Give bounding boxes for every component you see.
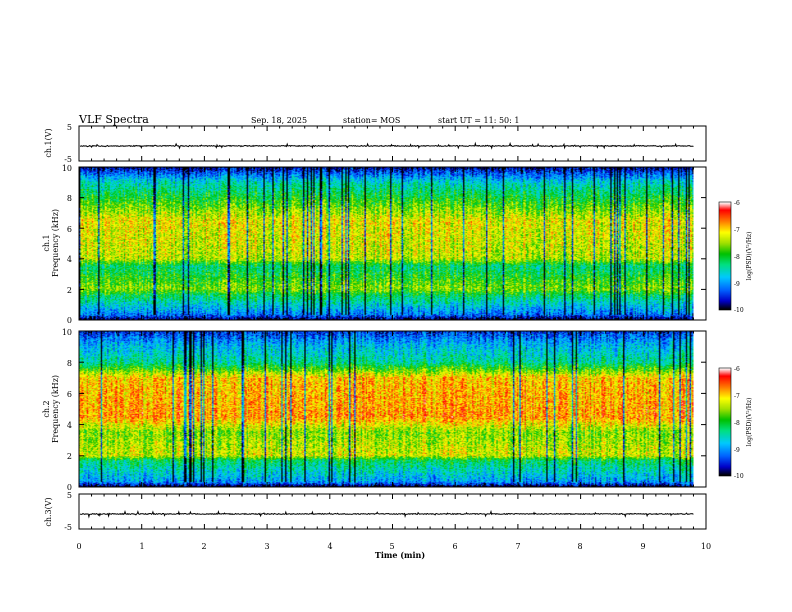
ch1-spectrogram-panel: 0 2 4 6 8 10 ch.1 Frequency (kHz) (42, 164, 707, 325)
start-time-label: start UT = 11: 50: 1 (438, 116, 519, 125)
ch2-freq-tick-10: 10 (62, 328, 72, 337)
ch2-cbar-tick-m10: -10 (734, 473, 744, 480)
ch2-spectrogram-ylabel-frequency: Frequency (kHz) (51, 375, 60, 443)
xtick-label-6: 6 (452, 542, 457, 551)
ch1-waveform-panel: 5 -5 ch.1(V) (44, 123, 707, 164)
ch1-cbar-tick-m10: -10 (734, 307, 744, 314)
ch2-colorbar-label: log(PSD)(V²/Hz) (746, 398, 753, 447)
ch1-waveform-trace (79, 141, 694, 150)
ch3-ytick-5: 5 (67, 491, 72, 500)
ch2-spectrogram-ylabel-channel: ch.2 (42, 400, 51, 417)
ch1-waveform-frame (78, 125, 707, 162)
ch2-cbar-tick-m7: -7 (734, 393, 740, 400)
date-label: Sep. 18, 2025 (251, 116, 307, 125)
ch1-colorbar: -6 -7 -8 -9 -10 log(PSD)(V²/Hz) (718, 200, 753, 314)
ch1-cbar-tick-m6: -6 (734, 200, 740, 207)
x-axis-title: Time (min) (375, 550, 425, 560)
ch2-spectrogram-panel: 0 2 4 6 8 10 ch.2 Frequency (kHz) (42, 328, 707, 492)
ch1-freq-tick-6: 6 (67, 225, 72, 234)
ch1-freq-tick-8: 8 (67, 194, 72, 203)
ch1-freq-tick-4: 4 (67, 255, 72, 264)
ch1-freq-tick-0: 0 (67, 316, 72, 325)
xtick-label-0: 0 (76, 542, 81, 551)
ch1-spectrogram-image (79, 167, 694, 320)
ch2-colorbar-frame (718, 367, 732, 477)
ch2-freq-tick-8: 8 (67, 359, 72, 368)
ch2-freq-tick-0: 0 (67, 483, 72, 492)
ch3-waveform-panel: 5 -5 ch.3(V) (44, 491, 707, 532)
ch1-ytick-5: 5 (67, 123, 72, 132)
ch2-freq-tick-2: 2 (67, 452, 72, 461)
x-axis: 0 1 2 3 4 5 6 7 8 9 10 Time (min) (76, 542, 711, 560)
ch1-cbar-tick-m7: -7 (734, 227, 740, 234)
xtick-label-3: 3 (264, 542, 269, 551)
ch3-waveform-trace (79, 509, 694, 519)
xtick-label-1: 1 (139, 542, 144, 551)
ch2-freq-tick-6: 6 (67, 390, 72, 399)
ch1-colorbar-gradient (719, 202, 731, 310)
xtick-label-8: 8 (577, 542, 582, 551)
ch1-spectrogram-ylabel-channel: ch.1 (42, 234, 51, 251)
ch1-colorbar-frame (718, 201, 732, 311)
xtick-label-7: 7 (515, 542, 520, 551)
xtick-label-2: 2 (201, 542, 206, 551)
ch1-freq-tick-2: 2 (67, 286, 72, 295)
ch2-spectrogram-ticks (78, 330, 707, 488)
xtick-label-5: 5 (389, 542, 394, 551)
ch3-ytick-minus5: -5 (64, 523, 72, 532)
ch2-cbar-tick-m8: -8 (734, 420, 740, 427)
ch1-waveform-ticks (78, 125, 707, 162)
ch1-freq-tick-10: 10 (62, 164, 72, 173)
ch1-cbar-tick-m8: -8 (734, 254, 740, 261)
ch1-cbar-tick-m9: -9 (734, 281, 740, 288)
ch2-cbar-tick-m6: -6 (734, 366, 740, 373)
ch3-waveform-ylabel: ch.3(V) (44, 497, 53, 526)
ch2-cbar-tick-m9: -9 (734, 447, 740, 454)
figure-title: VLF Spectra (78, 113, 149, 126)
xtick-label-10: 10 (701, 542, 711, 551)
ch1-spectrogram-ylabel-frequency: Frequency (kHz) (51, 209, 60, 277)
ch2-colorbar-gradient (719, 368, 731, 476)
xtick-label-9: 9 (640, 542, 645, 551)
ch1-ytick-minus5: -5 (64, 155, 72, 164)
ch2-spectrogram-image (79, 331, 694, 487)
ch3-waveform-frame (78, 493, 707, 530)
ch2-colorbar: -6 -7 -8 -9 -10 log(PSD)(V²/Hz) (718, 366, 753, 480)
ch2-freq-tick-4: 4 (67, 421, 72, 430)
station-label: station= MOS (343, 116, 400, 125)
ch1-waveform-ylabel: ch.1(V) (44, 128, 53, 157)
ch1-spectrogram-ticks (78, 166, 707, 321)
xtick-label-4: 4 (327, 542, 332, 551)
ch1-colorbar-label: log(PSD)(V²/Hz) (746, 232, 753, 281)
ch3-waveform-ticks (78, 493, 707, 530)
